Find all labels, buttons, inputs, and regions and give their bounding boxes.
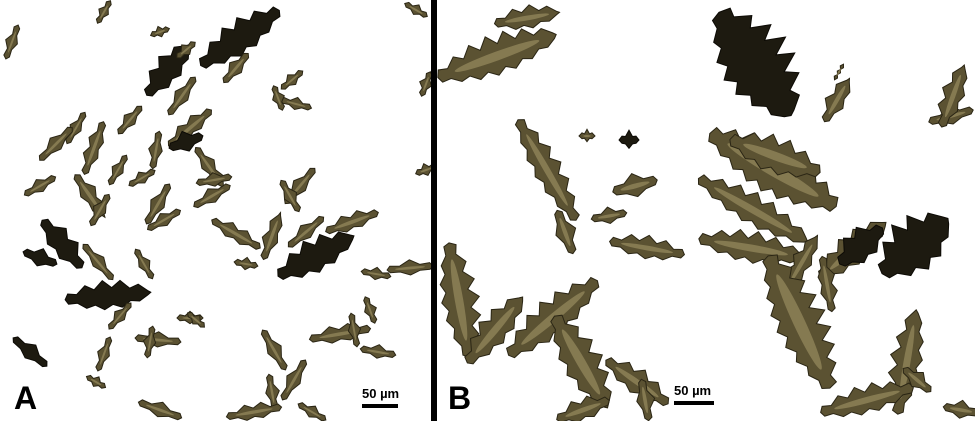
sclerite bbox=[556, 395, 610, 421]
panel-b-scale-bar bbox=[674, 401, 714, 405]
sclerite bbox=[837, 224, 885, 267]
sclerite bbox=[817, 255, 838, 313]
sclerite bbox=[142, 325, 157, 359]
sclerite bbox=[937, 64, 968, 128]
sclerite bbox=[95, 336, 113, 372]
sclerite bbox=[134, 331, 182, 348]
sclerite bbox=[386, 259, 431, 276]
sclerite bbox=[168, 130, 204, 152]
sclerite bbox=[550, 314, 612, 409]
sclerite bbox=[211, 217, 261, 250]
sclerite bbox=[40, 218, 85, 269]
sclerite bbox=[297, 402, 327, 421]
sclerite bbox=[821, 77, 851, 123]
sclerite bbox=[88, 193, 111, 227]
sclerite bbox=[514, 119, 580, 221]
sclerite bbox=[65, 111, 87, 145]
sclerite bbox=[280, 359, 308, 401]
sclerite bbox=[942, 399, 975, 419]
sclerite bbox=[193, 183, 231, 209]
sclerite bbox=[186, 312, 205, 328]
panel-a-scale-bar bbox=[362, 404, 398, 408]
sclerite bbox=[38, 126, 73, 161]
sclerite bbox=[222, 52, 250, 84]
sclerite bbox=[279, 179, 302, 213]
sclerite bbox=[554, 209, 577, 255]
sclerite bbox=[81, 121, 107, 175]
sclerite bbox=[404, 1, 428, 18]
sclerite bbox=[608, 234, 686, 261]
sclerite bbox=[618, 129, 640, 150]
sclerite bbox=[578, 128, 596, 143]
sclerite bbox=[149, 25, 171, 38]
sclerite bbox=[146, 208, 182, 232]
sclerite bbox=[729, 132, 821, 178]
sclerite bbox=[902, 366, 932, 393]
sclerite bbox=[363, 296, 378, 324]
panel-a-letter: A bbox=[14, 380, 38, 416]
sclerite bbox=[22, 248, 58, 267]
panel-b-letter: B bbox=[448, 380, 472, 416]
panel-divider bbox=[431, 0, 437, 421]
sclerite bbox=[277, 231, 355, 281]
sclerite bbox=[308, 322, 372, 344]
sclerite bbox=[762, 254, 838, 390]
sclerite bbox=[271, 85, 286, 111]
panel-a-scale-label: 50 µm bbox=[362, 386, 400, 401]
sclerite bbox=[820, 381, 914, 418]
sclerite bbox=[464, 296, 524, 365]
sclerite bbox=[12, 336, 48, 368]
sclerite bbox=[117, 105, 143, 135]
sclerite bbox=[711, 7, 800, 118]
panel-b-scale-label: 50 µm bbox=[674, 383, 712, 398]
sclerite bbox=[493, 4, 561, 31]
sclerite bbox=[225, 401, 283, 421]
sclerite bbox=[195, 172, 233, 187]
sclerite bbox=[95, 0, 112, 24]
sclerite bbox=[287, 215, 325, 248]
sclerite bbox=[415, 162, 431, 176]
sclerite bbox=[325, 209, 379, 235]
sclerite bbox=[85, 374, 107, 389]
sclerite bbox=[437, 27, 557, 83]
sclerite bbox=[137, 399, 183, 421]
sclerite bbox=[23, 174, 57, 197]
sclerite bbox=[360, 266, 392, 281]
sclerite bbox=[590, 206, 628, 225]
sclerite bbox=[108, 302, 132, 330]
sclerite bbox=[280, 69, 304, 90]
panel-b: B 50 µm bbox=[437, 0, 975, 421]
sclerite bbox=[347, 312, 362, 348]
sclerite bbox=[612, 173, 658, 198]
sclerite bbox=[359, 344, 397, 359]
panel-a-sclerites bbox=[3, 0, 431, 421]
sclerite bbox=[260, 211, 283, 261]
sclerite bbox=[198, 6, 281, 69]
sclerite bbox=[82, 243, 114, 281]
sclerite bbox=[260, 329, 288, 371]
sclerite bbox=[605, 357, 670, 407]
sclerite bbox=[176, 41, 196, 59]
sclerite bbox=[148, 130, 163, 170]
sclerite bbox=[167, 76, 197, 116]
sclerite bbox=[107, 154, 128, 186]
panel-b-sclerites bbox=[437, 4, 975, 421]
sclerite bbox=[877, 212, 950, 279]
sclerite bbox=[279, 96, 313, 111]
sclerite bbox=[134, 248, 155, 280]
panel-a: A 50 µm bbox=[0, 0, 431, 421]
sclerite bbox=[833, 63, 845, 81]
sclerite bbox=[233, 256, 259, 271]
sclerite bbox=[3, 24, 21, 60]
sclerite bbox=[128, 168, 156, 187]
sclerite bbox=[64, 279, 152, 311]
sclerite bbox=[418, 71, 431, 97]
sclerite bbox=[144, 183, 172, 225]
